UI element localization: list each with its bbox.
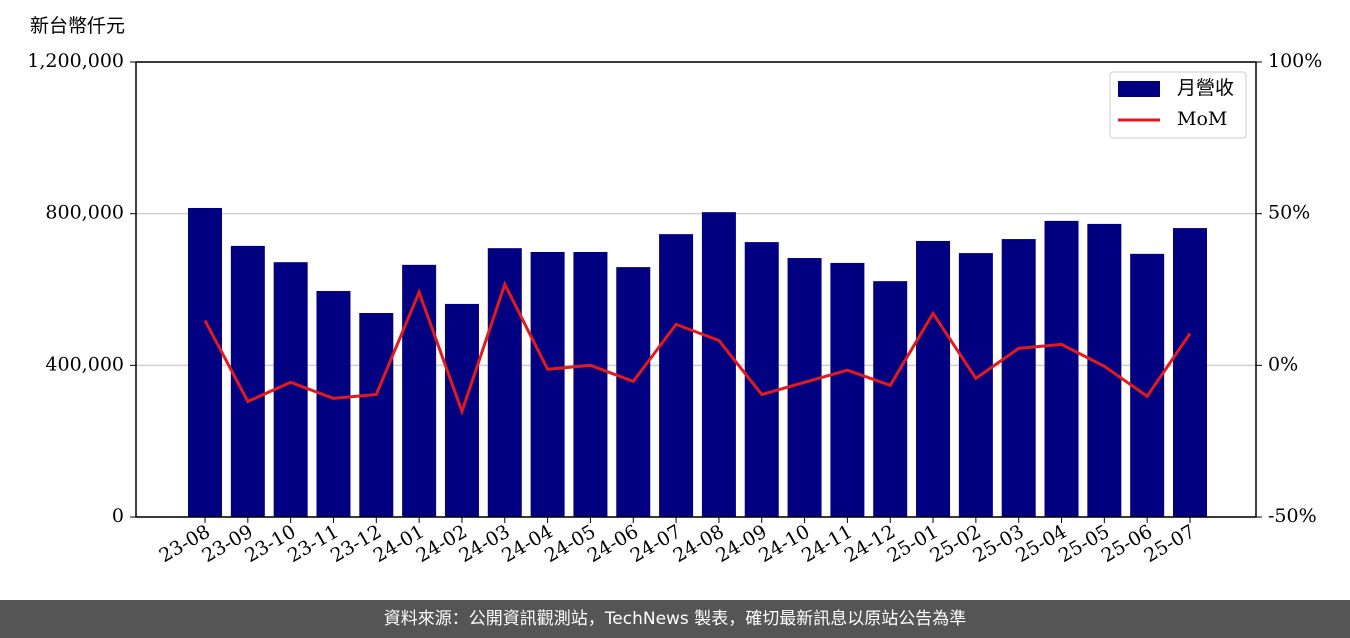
legend-label: 月營收: [1177, 77, 1234, 99]
bar: [530, 251, 565, 517]
bar: [573, 251, 608, 517]
bar: [1130, 253, 1165, 517]
bar: [659, 234, 694, 517]
bar: [1173, 228, 1207, 517]
bar: [359, 313, 394, 517]
footer: 資料來源：公開資訊觀測站，TechNews 製表，確切最新訊息以原站公告為準: [0, 600, 1350, 638]
bar: [787, 258, 822, 517]
bar: [188, 207, 222, 517]
bar: [273, 262, 308, 517]
bar: [701, 212, 736, 517]
y2-tick-label: 50%: [1268, 202, 1310, 224]
bar: [1001, 239, 1036, 517]
x-tick-label: 25-07: [1141, 521, 1199, 567]
legend: 月營收 MoM: [1109, 71, 1247, 139]
bar: [958, 253, 993, 517]
bar: [916, 240, 951, 517]
y2-tick-label: 0%: [1268, 353, 1298, 375]
plot-frame: [135, 61, 1257, 518]
bar: [402, 264, 437, 517]
bar: [616, 267, 651, 517]
y2-tick-label: -50%: [1268, 505, 1317, 527]
y-tick-label: 1,200,000: [27, 50, 124, 72]
bar: [316, 291, 351, 517]
y-tick-label: 0: [112, 505, 124, 527]
legend-label: MoM: [1177, 108, 1227, 130]
y-tick-label: 400,000: [45, 353, 124, 375]
bar: [1044, 220, 1079, 517]
y2-tick-label: 100%: [1268, 50, 1322, 72]
chart: 新台幣仟元 0 400,000 800,000 1,200,000 -50% 0% 50% 1…: [27, 15, 1322, 567]
legend-swatch: [1118, 81, 1160, 97]
y-axis-title: 新台幣仟元: [30, 15, 125, 37]
bar: [1087, 223, 1122, 517]
bar: [830, 262, 865, 517]
y-tick-label: 800,000: [45, 202, 124, 224]
bar: [487, 248, 522, 517]
bar: [873, 281, 908, 517]
line: [203, 280, 1192, 417]
